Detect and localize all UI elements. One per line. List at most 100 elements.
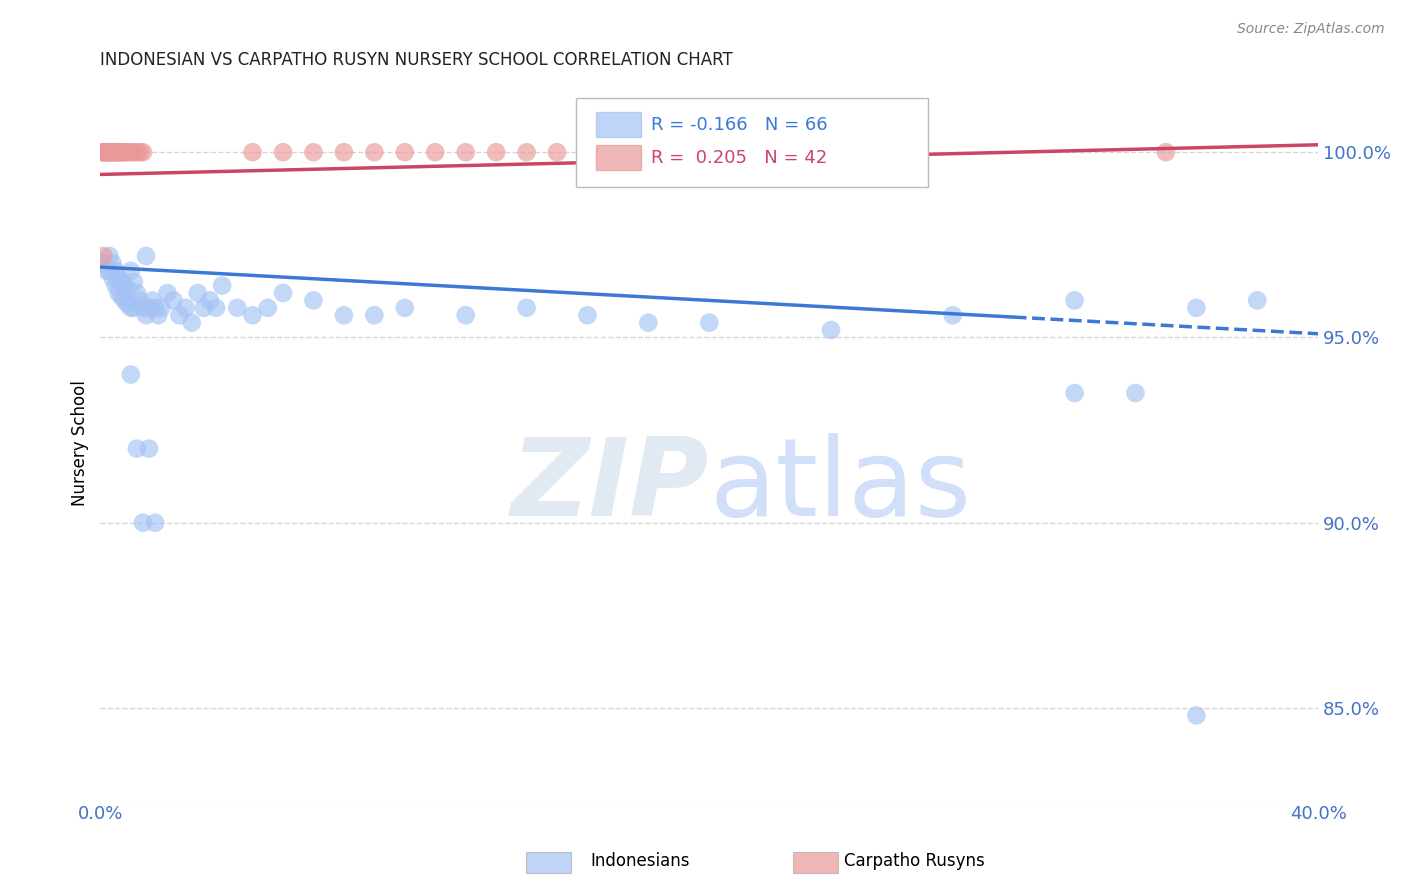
Point — [180, 316, 202, 330]
Point — [93, 256, 115, 270]
Point — [117, 297, 139, 311]
Point — [148, 308, 170, 322]
Point — [114, 278, 136, 293]
Point — [256, 301, 278, 315]
Point — [117, 282, 139, 296]
Point — [226, 301, 249, 315]
Point — [143, 516, 166, 530]
Point — [271, 145, 294, 160]
Point — [114, 145, 136, 160]
Point — [111, 145, 134, 160]
Point — [1185, 708, 1208, 723]
Text: Source: ZipAtlas.com: Source: ZipAtlas.com — [1237, 22, 1385, 37]
Point — [107, 271, 129, 285]
Point — [363, 145, 385, 160]
Point — [394, 301, 416, 315]
Point — [101, 271, 124, 285]
Point — [138, 442, 160, 456]
Point — [516, 301, 538, 315]
Point — [114, 145, 136, 160]
Point — [120, 368, 142, 382]
Point — [107, 285, 129, 300]
Point — [122, 301, 145, 315]
Point — [162, 293, 184, 308]
Point — [114, 293, 136, 308]
Text: Indonesians: Indonesians — [591, 852, 690, 870]
Point — [198, 293, 221, 308]
Point — [98, 145, 121, 160]
Text: R =  0.205   N = 42: R = 0.205 N = 42 — [651, 149, 827, 167]
Point — [697, 316, 720, 330]
Point — [129, 145, 152, 160]
Point — [93, 145, 115, 160]
Point — [242, 308, 264, 322]
Text: atlas: atlas — [709, 433, 972, 539]
Point — [1246, 293, 1268, 308]
Point — [606, 145, 628, 160]
Point — [125, 145, 148, 160]
Point — [820, 323, 842, 337]
Point — [104, 264, 127, 278]
Point — [138, 301, 160, 315]
Point — [394, 145, 416, 160]
Point — [363, 308, 385, 322]
Text: ZIP: ZIP — [510, 433, 709, 539]
Point — [104, 145, 127, 160]
Point — [516, 145, 538, 160]
Point — [122, 275, 145, 289]
Point — [1063, 386, 1085, 401]
Point — [111, 145, 134, 160]
Point — [101, 145, 124, 160]
Point — [96, 145, 118, 160]
Point — [174, 301, 197, 315]
Point — [637, 316, 659, 330]
Point — [117, 145, 139, 160]
Point — [93, 249, 115, 263]
Point — [98, 145, 121, 160]
Text: Carpatho Rusyns: Carpatho Rusyns — [844, 852, 984, 870]
Point — [107, 145, 129, 160]
Point — [135, 249, 157, 263]
Point — [93, 145, 115, 160]
Point — [454, 308, 477, 322]
Point — [576, 145, 599, 160]
Point — [156, 285, 179, 300]
Point — [242, 145, 264, 160]
Point — [333, 308, 356, 322]
Point — [104, 278, 127, 293]
Text: R = -0.166   N = 66: R = -0.166 N = 66 — [651, 116, 828, 134]
Point — [111, 275, 134, 289]
Point — [271, 285, 294, 300]
Point — [193, 301, 215, 315]
Point — [1125, 386, 1147, 401]
Point — [211, 278, 233, 293]
Point — [111, 290, 134, 304]
Point — [135, 308, 157, 322]
Point — [169, 308, 191, 322]
Point — [302, 145, 325, 160]
Point — [1063, 293, 1085, 308]
Point — [96, 145, 118, 160]
Point — [98, 264, 121, 278]
Point — [104, 145, 127, 160]
Point — [98, 249, 121, 263]
Text: INDONESIAN VS CARPATHO RUSYN NURSERY SCHOOL CORRELATION CHART: INDONESIAN VS CARPATHO RUSYN NURSERY SCH… — [100, 51, 733, 69]
Point — [98, 145, 121, 160]
Point — [425, 145, 447, 160]
Point — [125, 442, 148, 456]
Point — [120, 301, 142, 315]
Point — [132, 516, 155, 530]
Point — [120, 264, 142, 278]
Point — [1185, 301, 1208, 315]
Point — [107, 145, 129, 160]
Point — [93, 145, 115, 160]
Point — [122, 145, 145, 160]
Y-axis label: Nursery School: Nursery School — [72, 380, 89, 506]
Point — [546, 145, 568, 160]
Point — [205, 301, 228, 315]
Point — [187, 285, 209, 300]
Point — [333, 145, 356, 160]
Point — [576, 308, 599, 322]
Point — [104, 145, 127, 160]
Point — [132, 301, 155, 315]
